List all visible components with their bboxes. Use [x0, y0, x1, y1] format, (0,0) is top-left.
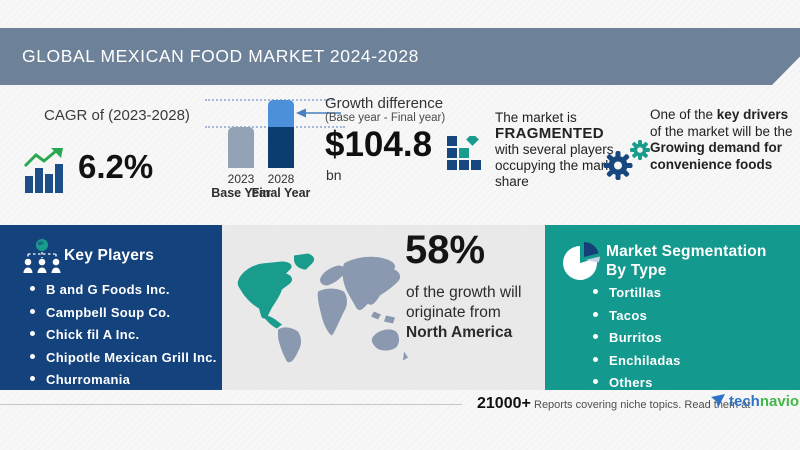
technavio-logo[interactable]: technavio™ [710, 393, 800, 410]
segmentation-item: Others [593, 375, 681, 390]
technavio-logo-tech: tech [729, 393, 760, 410]
fragmented-highlight: FRAGMENTED [495, 125, 604, 142]
map-north-america [237, 253, 315, 329]
region-highlight: North America [406, 324, 513, 341]
map-other-continents [278, 256, 408, 363]
key-player-item: B and G Foods Inc. [30, 282, 217, 297]
mosaic-squares-icon [447, 136, 481, 170]
key-driver-prefix: One of the [650, 107, 717, 122]
segmentation-title: Market Segmentation By Type [606, 243, 767, 279]
bar-2028-growth-segment [268, 100, 294, 128]
bar-2023-year: 2023 [227, 172, 255, 186]
technavio-logo-navio: navio [759, 393, 800, 410]
segmentation-item: Burritos [593, 330, 681, 345]
region-percent: 58% [405, 228, 486, 272]
key-player-item: Chick fil A Inc. [30, 327, 217, 342]
segmentation-item: Tortillas [593, 285, 681, 300]
cagr-label: CAGR of (2023-2028) [44, 107, 190, 124]
fragmented-text: The market is FRAGMENTED with several pl… [495, 110, 627, 190]
world-map [237, 253, 408, 363]
bar-2028-label: Final Year [251, 186, 311, 200]
key-driver-middle: of the market will be the [650, 123, 793, 139]
page-title: GLOBAL MEXICAN FOOD MARKET 2024-2028 [22, 46, 420, 66]
header-bar: GLOBAL MEXICAN FOOD MARKET 2024-2028 [0, 28, 800, 85]
growth-difference-arrow-icon [296, 108, 341, 118]
region-text: of the growth will originate from North … [406, 283, 536, 343]
growth-difference-value: $104.8 [325, 125, 433, 164]
technavio-arrow-icon [711, 394, 725, 408]
segmentation-item: Tacos [593, 308, 681, 323]
org-chart-people-icon [23, 239, 61, 273]
bar-2023-label: Base Year [211, 186, 271, 200]
key-players-list: B and G Foods Inc. Campbell Soup Co. Chi… [30, 282, 217, 395]
key-driver-bold: key drivers [716, 107, 789, 122]
bar-2028-base-segment [268, 127, 294, 168]
growth-difference-title: Growth difference [325, 95, 444, 112]
key-players-panel: Key Players B and G Foods Inc. Campbell … [0, 225, 222, 390]
key-driver-highlight: Growing demand for convenience foods [650, 140, 783, 172]
key-player-item: Churromania [30, 372, 217, 387]
fragmented-rest: with several players occupying the marke… [495, 142, 624, 189]
trending-bar-chart-icon [23, 148, 63, 193]
pie-chart-icon [563, 242, 600, 280]
footer-divider [0, 404, 462, 405]
key-player-item: Chipotle Mexican Grill Inc. [30, 350, 217, 365]
key-driver-text: One of the key drivers of the market wil… [650, 107, 800, 173]
segmentation-item: Enchiladas [593, 353, 681, 368]
cagr-value: 6.2% [78, 148, 154, 185]
growth-difference-subtitle: (Base year - Final year) [325, 112, 446, 124]
fragmented-line1: The market is [495, 110, 577, 125]
key-player-item: Campbell Soup Co. [30, 305, 217, 320]
segmentation-panel: Market Segmentation By Type Tortillas Ta… [545, 225, 800, 390]
growth-difference-unit: bn [326, 167, 342, 183]
footer-caption: Reports covering niche topics. Read them… [534, 399, 751, 411]
key-players-title: Key Players [64, 247, 155, 264]
report-count: 21000+ [477, 395, 531, 412]
segmentation-list: Tortillas Tacos Burritos Enchiladas Othe… [593, 285, 681, 398]
region-text-body: of the growth will originate from [406, 284, 522, 321]
gears-icon [603, 140, 650, 180]
region-growth-panel: 58% of the growth will originate from No… [222, 225, 545, 390]
bar-2028-year: 2028 [267, 172, 295, 186]
bar-2023 [228, 127, 254, 168]
